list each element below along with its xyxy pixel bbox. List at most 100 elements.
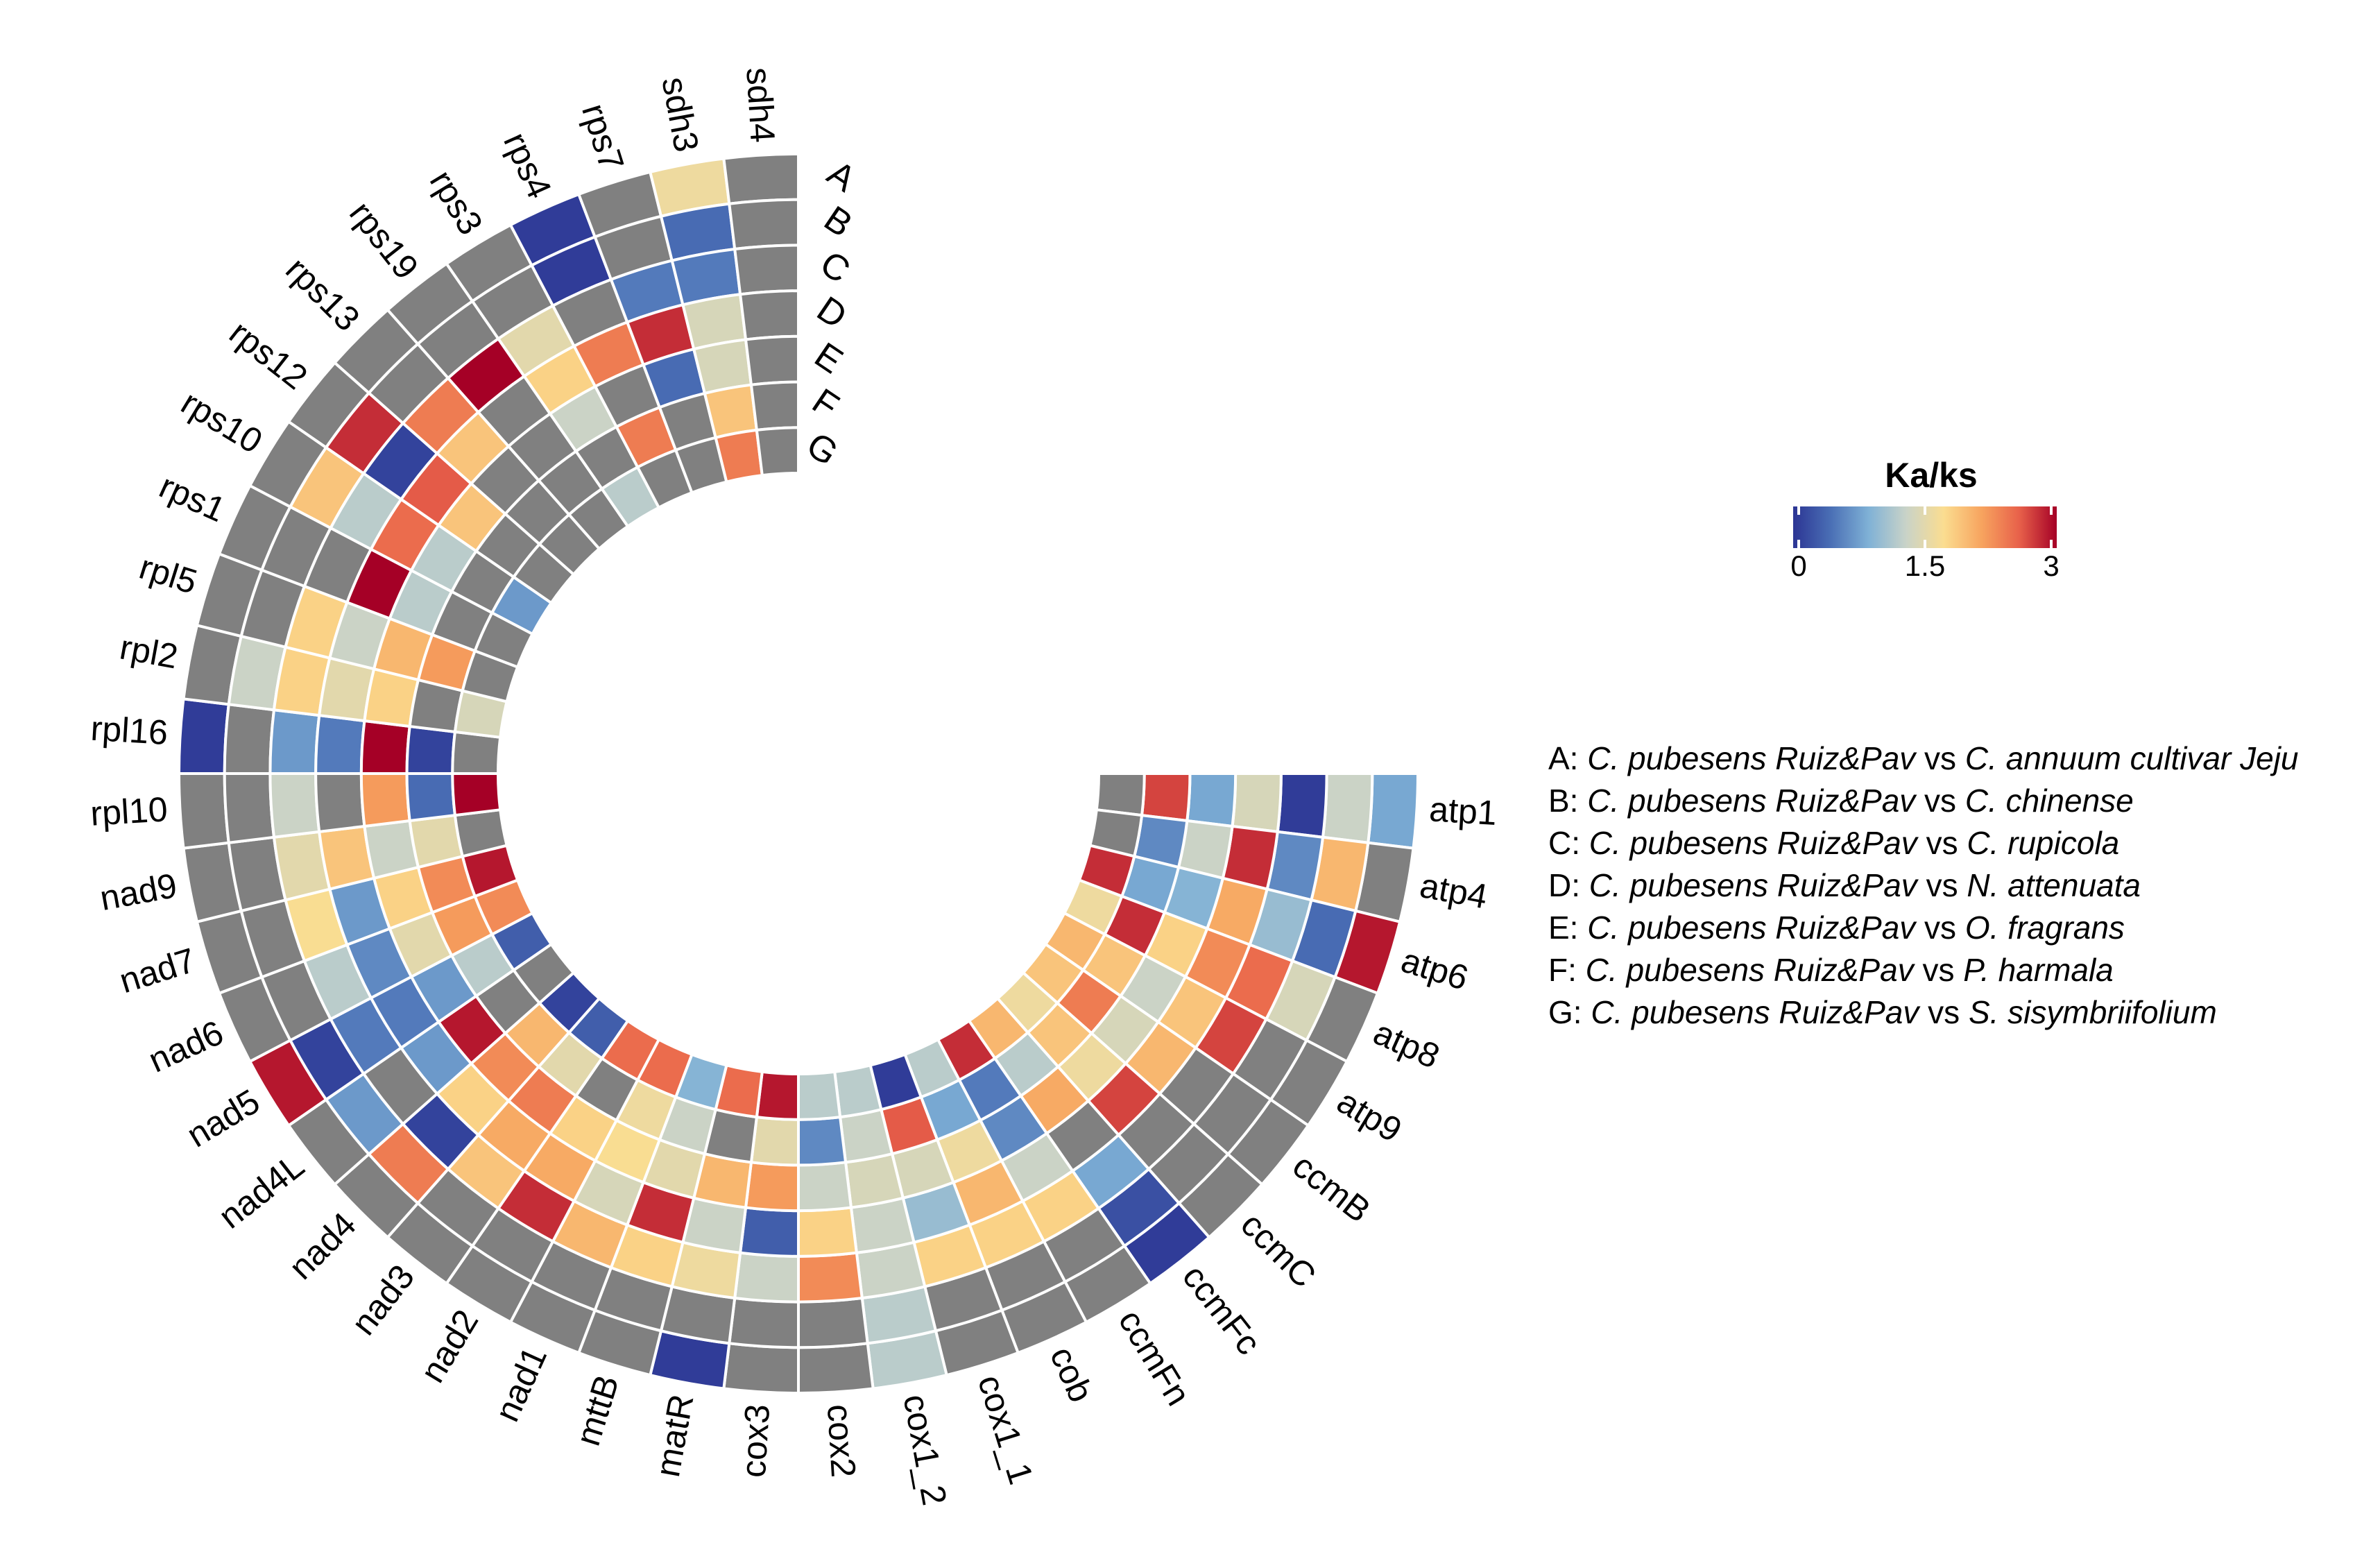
gene-label-rpl16: rpl16 [89, 709, 169, 753]
gene-label-rps4: rps4 [496, 127, 559, 205]
cell-cox2-E [797, 1161, 853, 1213]
gene-label-nad6: nad6 [143, 1013, 229, 1080]
gene-label-cob: cob [1043, 1341, 1101, 1408]
cell-sdh4-F [749, 380, 800, 432]
cell-rpl10-D [314, 772, 366, 834]
gene-label-rps10: rps10 [175, 383, 269, 461]
cell-rpl16-C [268, 708, 321, 775]
cell-sdh4-D [738, 289, 800, 341]
gene-label-atp6: atp6 [1397, 941, 1473, 998]
gene-label-nad9: nad9 [97, 866, 180, 918]
cell-rpl16-F [405, 724, 457, 775]
ring-label-E: E [807, 335, 850, 382]
cell-atp1-G [1095, 772, 1146, 817]
cell-sdh4-A [722, 152, 800, 205]
cell-rpl16-G [451, 730, 502, 775]
cell-cox3-F [749, 1115, 800, 1167]
cell-sdh4-E [744, 334, 800, 386]
legend-ticks: 0 1.5 3 [1790, 506, 2060, 582]
cell-cox2-B [797, 1296, 869, 1349]
cell-rpl10-G [451, 772, 502, 817]
cell-rpl10-B [223, 772, 276, 844]
cell-atp1-D [1231, 772, 1283, 834]
gene-label-atp4: atp4 [1417, 866, 1491, 916]
gene-label-rps19: rps19 [342, 194, 426, 287]
comparison-legend-item-D: D: C. pubesens Ruiz&Pav vs N. attenuata [1548, 867, 2141, 903]
cell-cox2-C [797, 1251, 864, 1304]
cell-atp1-A [1367, 772, 1420, 850]
gene-label-nad4L: nad4L [212, 1146, 311, 1236]
cell-rpl10-E [359, 772, 411, 828]
gene-label-sdh4: sdh4 [739, 67, 782, 144]
legend-title: Ka/ks [1885, 456, 1977, 495]
gene-label-rpl2: rpl2 [117, 627, 181, 676]
gene-label-nad1: nad1 [487, 1341, 554, 1427]
cell-nad9-F [408, 813, 465, 869]
ring-label-B: B [817, 198, 859, 245]
gene-label-rps3: rps3 [422, 164, 490, 241]
gene-label-rps7: rps7 [574, 99, 631, 176]
cell-atp1-F [1140, 772, 1192, 823]
gene-label-rpl10: rpl10 [89, 790, 169, 833]
comparison-legend: A: C. pubesens Ruiz&Pav vs C. annuum cul… [1548, 740, 2299, 1030]
comparison-legend-item-B: B: C. pubesens Ruiz&Pav vs C. chinense [1548, 783, 2134, 819]
cell-rpl16-A [177, 697, 230, 775]
cell-rpl16-B [223, 703, 276, 775]
comparison-legend-item-C: C: C. pubesens Ruiz&Pav vs C. rupicola [1548, 825, 2119, 861]
gene-label-rps1: rps1 [154, 466, 232, 529]
gene-label-rps12: rps12 [222, 313, 314, 397]
cell-sdh4-C [733, 244, 800, 296]
cell-rpl16-E [359, 719, 411, 775]
legend-tick-label: 1.5 [1905, 549, 1945, 582]
cell-sdh4-B [728, 198, 800, 251]
cell-cox3-A [722, 1342, 800, 1395]
ring-label-A: A [820, 153, 862, 201]
gene-label-cox2: cox2 [820, 1403, 863, 1478]
cell-sdh4-G [755, 426, 800, 477]
legend-tick-label: 0 [1790, 549, 1806, 582]
cell-cox2-G [797, 1070, 842, 1121]
cell-cox3-E [744, 1161, 800, 1213]
cell-cox1_2-F [838, 1107, 894, 1164]
gene-label-nad7: nad7 [115, 941, 200, 1001]
gene-label-cox1_2: cox1_2 [896, 1391, 954, 1508]
cell-rpl10-F [405, 772, 457, 823]
legend-tick-label: 3 [2043, 549, 2059, 582]
cell-atp1-C [1276, 772, 1328, 839]
ring-label-C: C [813, 244, 857, 291]
cell-rpl10-A [177, 772, 230, 850]
cell-sdh3-F [703, 383, 759, 440]
gene-label-atp1: atp1 [1428, 790, 1498, 833]
ring-label-D: D [810, 289, 854, 336]
cell-cox3-C [733, 1251, 800, 1304]
comparison-legend-item-A: A: C. pubesens Ruiz&Pav vs C. annuum cul… [1548, 740, 2299, 776]
gene-label-cox1_1: cox1_1 [970, 1370, 1041, 1489]
comparison-legend-item-G: G: C. pubesens Ruiz&Pav vs S. sisymbriif… [1548, 994, 2217, 1030]
gene-label-mttB: mttB [568, 1370, 626, 1450]
color-legend: Ka/ks 0 1.5 3 [1790, 456, 2059, 582]
gene-label-matR: matR [648, 1391, 701, 1480]
heatmap-cells [177, 152, 1420, 1395]
ring-label-F: F [805, 381, 846, 427]
cell-cox3-B [728, 1296, 800, 1349]
cell-rpl16-D [314, 713, 366, 775]
gene-label-rpl5: rpl5 [135, 547, 201, 602]
cell-cox3-D [738, 1206, 800, 1258]
gene-label-sdh3: sdh3 [654, 74, 706, 155]
cell-cox2-A [797, 1342, 875, 1395]
gene-label-ccmC: ccmC [1233, 1205, 1324, 1295]
gene-label-rps13: rps13 [278, 250, 367, 339]
gene-label-ccmFc: ccmFc [1175, 1258, 1269, 1362]
ring-label-G: G [799, 425, 845, 474]
cell-atp1-B [1321, 772, 1374, 844]
cell-rpl10-C [268, 772, 321, 839]
cell-cox2-F [797, 1115, 848, 1167]
gene-label-atp8: atp8 [1368, 1013, 1446, 1076]
cell-cox2-D [797, 1206, 859, 1258]
gene-label-nad4: nad4 [282, 1205, 363, 1287]
gene-label-nad2: nad2 [413, 1303, 486, 1389]
comparison-legend-item-F: F: C. pubesens Ruiz&Pav vs P. harmala [1548, 952, 2114, 988]
comparison-legend-item-E: E: C. pubesens Ruiz&Pav vs O. fragrans [1548, 910, 2125, 946]
